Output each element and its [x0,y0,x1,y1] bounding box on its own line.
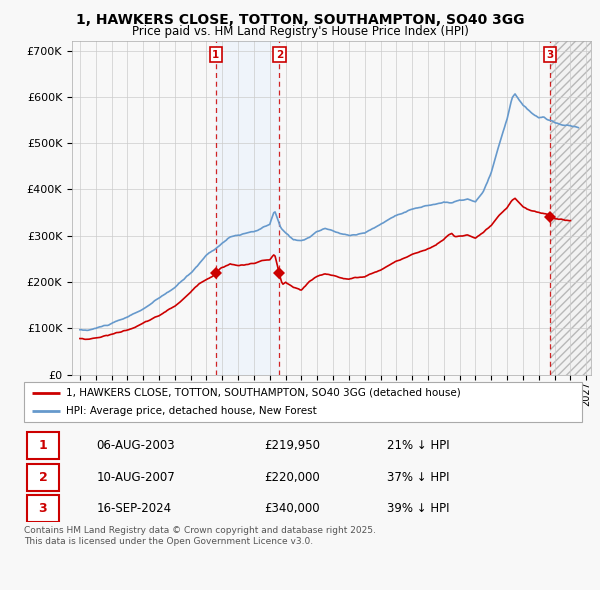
Text: HPI: Average price, detached house, New Forest: HPI: Average price, detached house, New … [66,406,317,416]
Text: £220,000: £220,000 [264,471,320,484]
Text: 1, HAWKERS CLOSE, TOTTON, SOUTHAMPTON, SO40 3GG (detached house): 1, HAWKERS CLOSE, TOTTON, SOUTHAMPTON, S… [66,388,461,398]
Text: 16-SEP-2024: 16-SEP-2024 [97,502,172,515]
Text: 1: 1 [38,439,47,452]
FancyBboxPatch shape [24,382,582,422]
Text: 10-AUG-2007: 10-AUG-2007 [97,471,175,484]
Text: 1: 1 [212,50,220,60]
Text: 21% ↓ HPI: 21% ↓ HPI [387,439,449,452]
Text: 3: 3 [547,50,554,60]
Text: Contains HM Land Registry data © Crown copyright and database right 2025.
This d: Contains HM Land Registry data © Crown c… [24,526,376,546]
Bar [216,41,279,375]
Text: 2: 2 [275,50,283,60]
Text: £340,000: £340,000 [264,502,320,515]
Text: 37% ↓ HPI: 37% ↓ HPI [387,471,449,484]
FancyBboxPatch shape [27,464,59,491]
Text: 06-AUG-2003: 06-AUG-2003 [97,439,175,452]
FancyBboxPatch shape [27,432,59,459]
Text: Price paid vs. HM Land Registry's House Price Index (HPI): Price paid vs. HM Land Registry's House … [131,25,469,38]
Bar [550,41,591,375]
FancyBboxPatch shape [27,496,59,522]
Bar [550,41,591,375]
Text: 3: 3 [38,502,47,515]
Text: 2: 2 [38,471,47,484]
Text: £219,950: £219,950 [264,439,320,452]
Text: 39% ↓ HPI: 39% ↓ HPI [387,502,449,515]
Text: 1, HAWKERS CLOSE, TOTTON, SOUTHAMPTON, SO40 3GG: 1, HAWKERS CLOSE, TOTTON, SOUTHAMPTON, S… [76,13,524,27]
